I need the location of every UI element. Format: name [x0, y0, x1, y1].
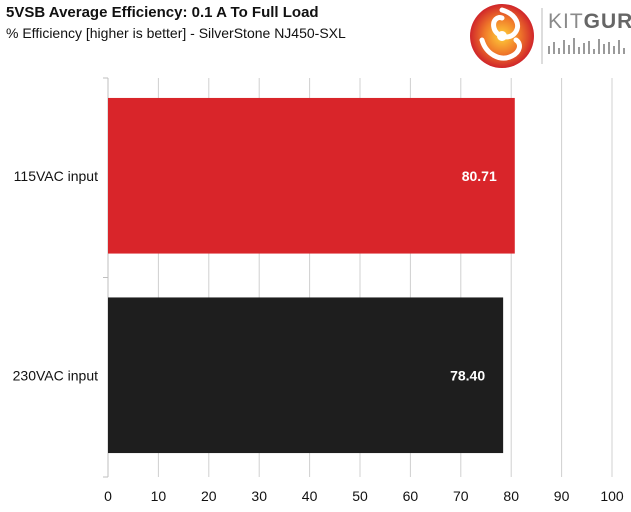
chart-subtitle: % Efficiency [higher is better] - Silver…: [6, 25, 346, 41]
x-tick-label: 30: [251, 488, 267, 504]
x-tick-label: 0: [104, 488, 112, 504]
bar: [108, 297, 504, 454]
kitguru-logo-icon: [470, 4, 543, 68]
data-label: 80.71: [462, 168, 497, 184]
category-label: 230VAC input: [13, 367, 98, 383]
x-tick-label: 10: [151, 488, 167, 504]
kitguru-wordmark: KITGURU: [548, 10, 631, 34]
x-tick-label: 60: [403, 488, 419, 504]
category-label: 115VAC input: [14, 168, 98, 184]
x-tick-label: 80: [503, 488, 519, 504]
x-tick-label: 100: [600, 488, 624, 504]
brand-kit-text: KIT: [548, 10, 584, 33]
x-tick-label: 70: [453, 488, 469, 504]
chart-title: 5VSB Average Efficiency: 0.1 A To Full L…: [6, 4, 319, 21]
x-tick-label: 90: [554, 488, 570, 504]
data-label: 78.40: [450, 367, 485, 383]
logo-bars-decoration: [548, 36, 628, 54]
x-tick-label: 50: [352, 488, 368, 504]
bar: [108, 97, 515, 254]
x-tick-label: 20: [201, 488, 217, 504]
brand-guru-text: GURU: [583, 10, 631, 33]
x-tick-label: 40: [302, 488, 318, 504]
